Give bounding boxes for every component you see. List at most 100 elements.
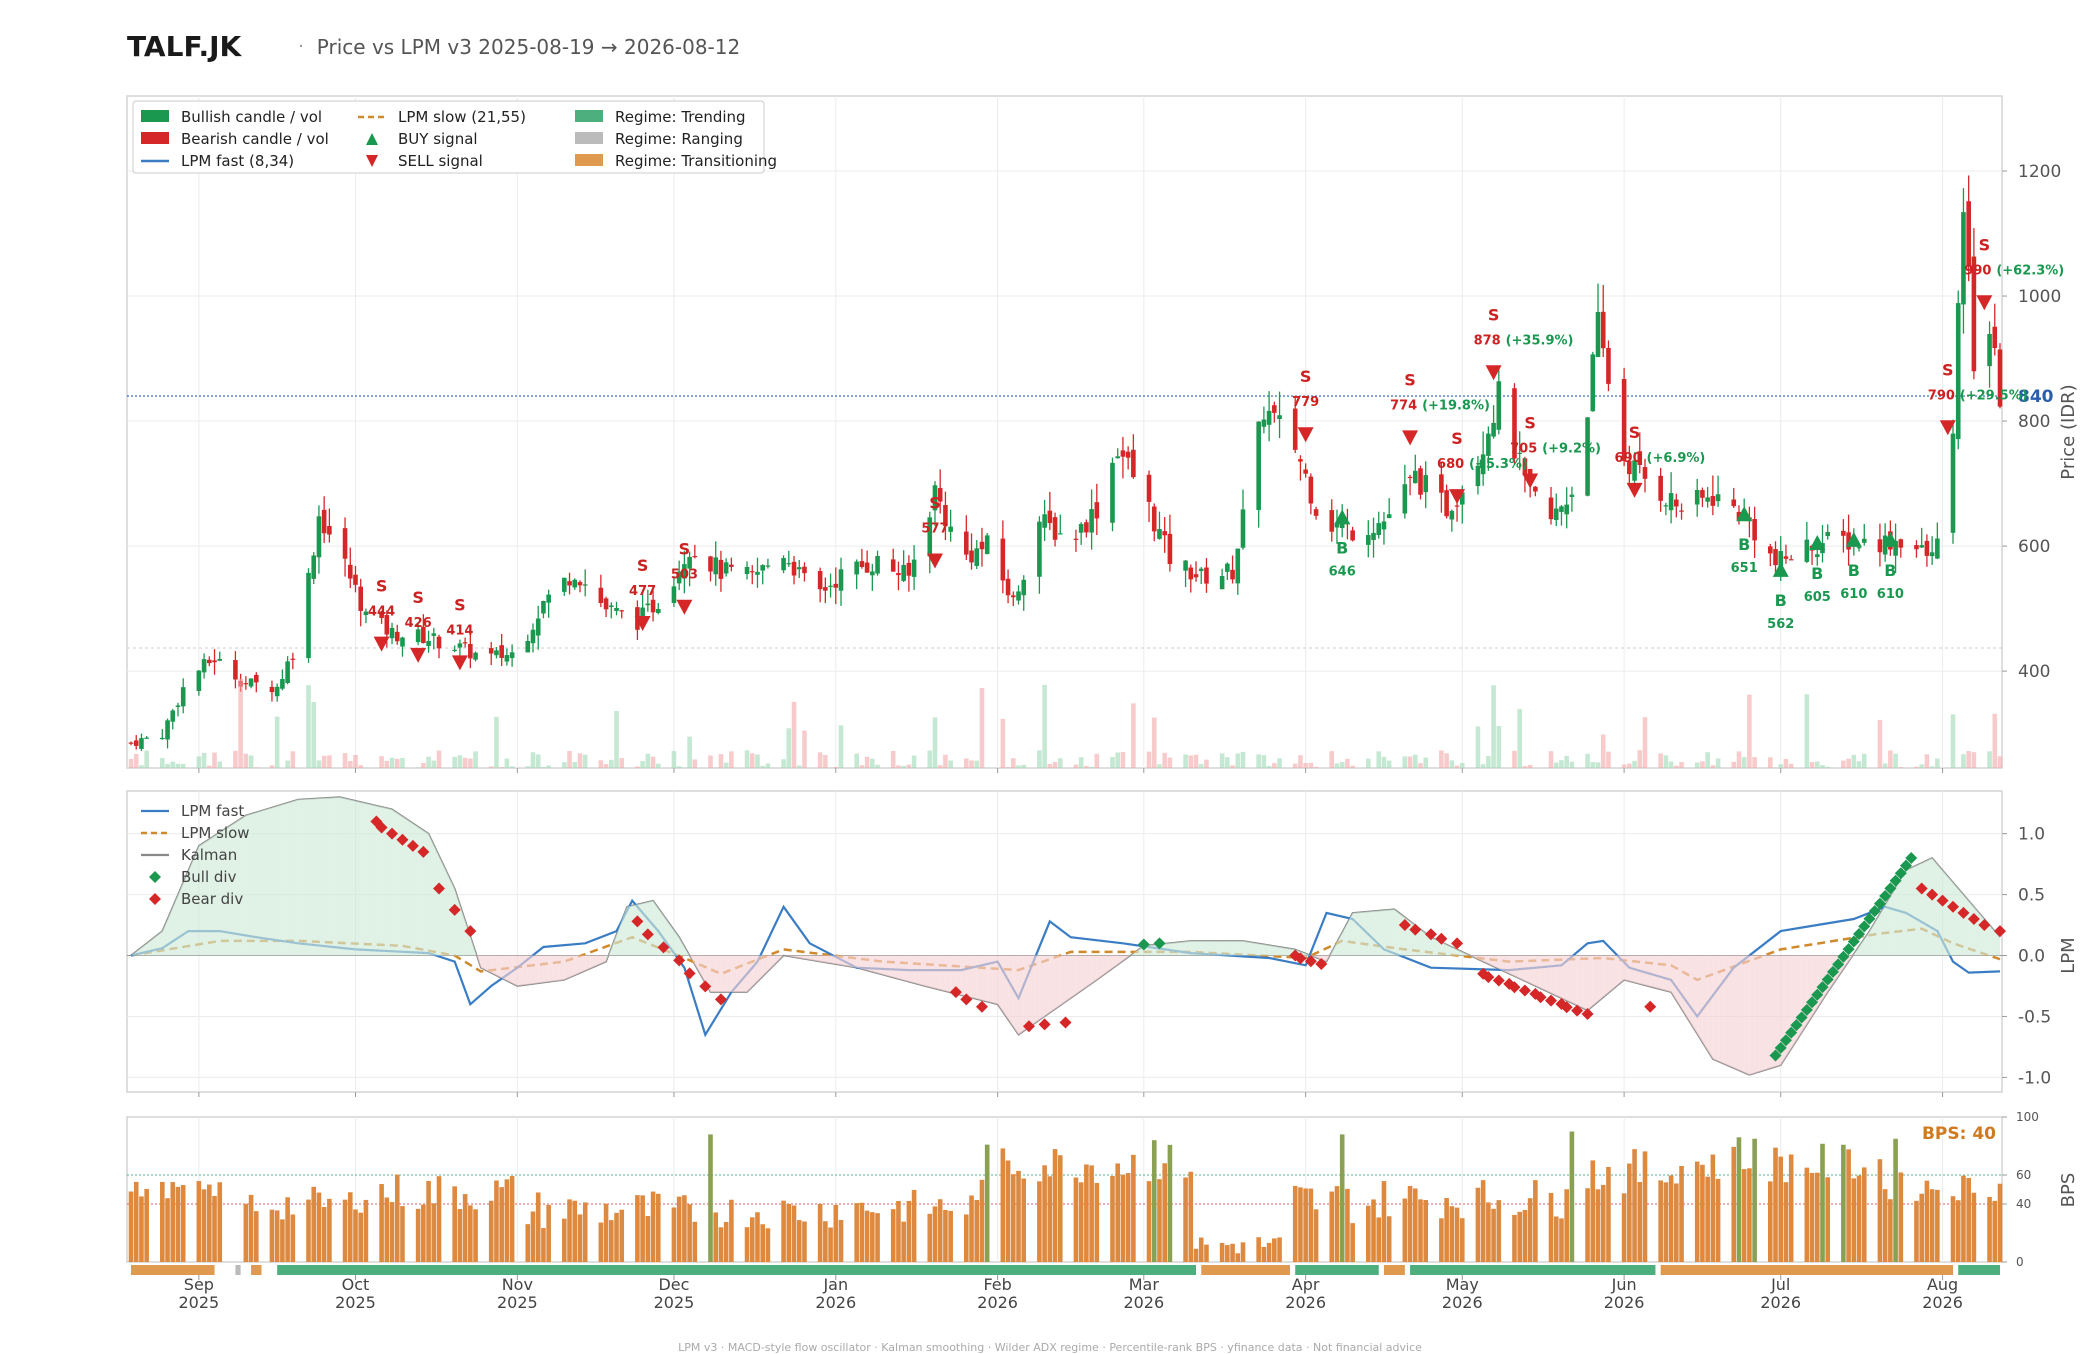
bps-bar: [170, 1182, 175, 1262]
volume-bar: [499, 767, 504, 768]
candle-body: [572, 580, 577, 588]
kalman-fill-slice: [1029, 956, 1034, 1028]
volume-bar: [1987, 751, 1992, 768]
kalman-fill-slice: [810, 956, 815, 961]
sell-signal-price: 426: [405, 616, 432, 631]
volume-bar: [1961, 754, 1966, 768]
candle-body: [395, 632, 400, 641]
kalman-fill-slice: [517, 956, 522, 986]
candle-body: [463, 642, 468, 643]
sell-signal-return: (+5.3%): [1469, 457, 1528, 472]
volume-bar: [1340, 762, 1345, 768]
candle-body: [212, 660, 217, 662]
volume-bar: [1815, 761, 1820, 768]
candle-body: [907, 563, 912, 576]
kalman-fill-slice: [1186, 941, 1191, 956]
candle-body: [974, 548, 979, 566]
kalman-fill-slice: [1248, 942, 1253, 956]
volume-bar: [546, 765, 551, 768]
candle-body: [583, 584, 588, 585]
kalman-fill-slice: [1050, 956, 1055, 1013]
kalman-fill-slice: [752, 956, 757, 987]
bps-bar: [1403, 1199, 1408, 1262]
candle-body: [1857, 547, 1862, 548]
sell-signal-price: 774: [1390, 398, 1417, 413]
kalman-fill-slice: [397, 813, 402, 956]
bps-bar: [165, 1198, 170, 1262]
kalman-fill-slice: [1358, 912, 1363, 956]
candle-body: [473, 653, 478, 660]
regime-transitioning: [1384, 1265, 1405, 1275]
bps-bar: [1773, 1148, 1778, 1262]
bps-bar: [1225, 1245, 1230, 1262]
candle-body: [1455, 505, 1460, 506]
regime-trending: [1958, 1265, 2000, 1275]
kalman-fill-slice: [1718, 956, 1723, 1064]
price-axis-label: Price (IDR): [2058, 384, 2079, 479]
candle-body: [755, 572, 760, 575]
kalman-fill-slice: [444, 867, 449, 956]
bps-bar: [1596, 1189, 1601, 1262]
volume-bar: [787, 728, 792, 768]
kalman-fill-slice: [1922, 860, 1927, 955]
bps-bar: [1418, 1199, 1423, 1262]
legend-label: LPM fast: [181, 802, 244, 820]
candle-body: [656, 609, 661, 613]
volume-bar: [927, 751, 932, 768]
candle-body: [1095, 502, 1100, 518]
volume-bar: [907, 765, 912, 768]
kalman-fill-slice: [940, 956, 945, 992]
candle-body: [348, 565, 353, 579]
bps-bar: [437, 1176, 442, 1262]
candle-body: [787, 563, 792, 564]
kalman-fill-slice: [977, 956, 982, 1001]
buy-signal-letter: B: [1775, 591, 1787, 610]
kalman-fill-slice: [533, 956, 538, 984]
bps-bar: [1256, 1237, 1261, 1262]
bps-bar: [217, 1182, 222, 1262]
kalman-fill-slice: [888, 956, 893, 978]
volume-bar: [980, 688, 985, 768]
volume-bar: [1590, 762, 1595, 768]
candle-body: [353, 575, 358, 585]
candle-body: [1162, 531, 1167, 535]
kalman-fill-slice: [851, 956, 856, 968]
volume-bar: [1262, 755, 1267, 768]
candle-body: [1314, 509, 1319, 516]
kalman-fill-slice: [1608, 956, 1613, 993]
volume-bar: [933, 717, 938, 768]
kalman-fill-slice: [867, 956, 872, 972]
candle-body: [1664, 505, 1669, 506]
kalman-fill-slice: [825, 956, 830, 964]
kalman-fill-slice: [288, 801, 293, 955]
candle-body: [750, 571, 755, 572]
kalman-fill-slice: [1603, 956, 1608, 998]
bps-bar: [1110, 1176, 1115, 1262]
kalman-fill-slice: [1212, 941, 1217, 956]
candle-body: [609, 605, 614, 606]
candle-body: [1115, 456, 1120, 458]
candle-body: [1110, 463, 1115, 523]
kalman-fill-slice: [1264, 944, 1269, 955]
bps-bar: [129, 1192, 134, 1262]
kalman-fill-slice: [1911, 865, 1916, 955]
bps-bar: [322, 1207, 327, 1262]
bps-bar: [421, 1205, 426, 1262]
candle-body: [1862, 539, 1867, 543]
candle-body: [129, 743, 134, 744]
volume-bar: [1314, 767, 1319, 768]
bps-y-tick-label: 40: [2016, 1197, 2031, 1211]
kalman-fill-slice: [972, 956, 977, 1000]
candle-body: [1497, 381, 1502, 429]
bps-bar: [792, 1205, 797, 1262]
candle-body: [249, 678, 254, 686]
volume-bar: [1095, 754, 1100, 768]
bps-bar: [1335, 1186, 1340, 1262]
candle-body: [1058, 533, 1063, 534]
candle-body: [181, 687, 186, 706]
bps-bar: [160, 1182, 165, 1262]
volume-bar: [818, 752, 823, 768]
volume-bar: [458, 755, 463, 768]
